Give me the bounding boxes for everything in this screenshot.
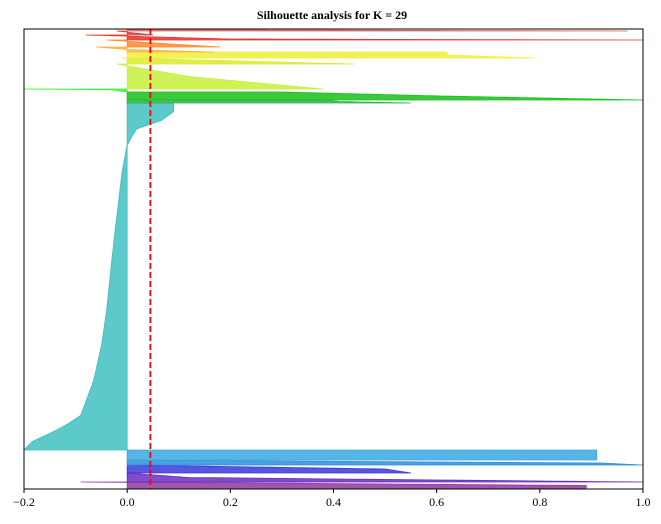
x-axis: −0.2 0.0 0.2 0.4 0.6 0.8 1.0 [13,489,651,509]
cluster-silhouette-9 [116,63,324,90]
cluster-silhouette-7 [126,91,644,101]
cluster-silhouette-11 [126,51,535,59]
cluster-silhouette-1 [126,472,644,483]
x-tick-label: 0.4 [326,495,341,509]
x-tick-label: 0.2 [223,495,238,509]
cluster-silhouette-15 [116,30,154,36]
cluster-silhouette-2 [126,464,411,474]
plot-frame [23,28,644,490]
cluster-silhouette-14 [85,34,644,41]
plot-area [23,28,644,490]
cluster-silhouette-5 [23,102,174,451]
cluster-silhouette-4 [126,449,597,461]
cluster-silhouette-0 [80,481,587,490]
cluster-silhouette-8 [23,88,128,93]
x-tick-label: 0.0 [120,495,135,509]
x-tick-label: −0.2 [13,495,35,509]
cluster-silhouette-10 [121,57,355,65]
cluster-silhouette-13 [106,39,221,48]
x-tick-label: 1.0 [636,495,651,509]
cluster-silhouette-6 [126,99,411,104]
cluster-silhouette-3 [126,459,644,466]
x-tick-label: 0.8 [532,495,547,509]
cluster-silhouette-12 [96,46,215,53]
x-tick-label: 0.6 [429,495,444,509]
chart-title: Silhouette analysis for K = 29 [257,8,407,22]
